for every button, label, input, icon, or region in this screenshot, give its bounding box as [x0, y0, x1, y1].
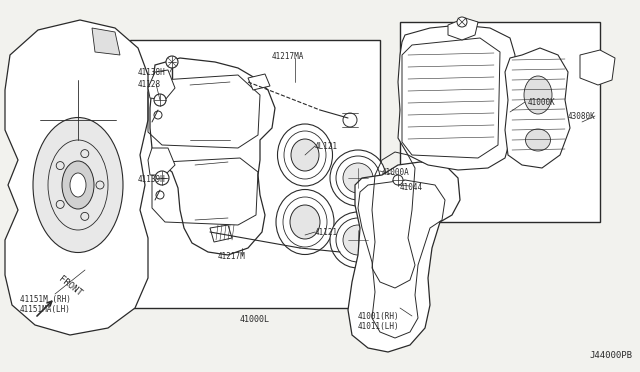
Circle shape — [166, 56, 178, 68]
Ellipse shape — [525, 129, 550, 151]
Text: FRONT: FRONT — [57, 275, 84, 298]
Circle shape — [457, 17, 467, 27]
Polygon shape — [248, 74, 270, 90]
Text: 41044: 41044 — [400, 183, 423, 192]
Text: 41001(RH): 41001(RH) — [358, 312, 399, 321]
Circle shape — [338, 247, 350, 259]
Text: 41139H: 41139H — [138, 175, 166, 184]
Text: 43080K: 43080K — [567, 112, 595, 121]
Ellipse shape — [278, 124, 333, 186]
Polygon shape — [92, 28, 120, 55]
Circle shape — [154, 94, 166, 106]
Ellipse shape — [70, 173, 86, 197]
Polygon shape — [505, 48, 570, 168]
Text: 41000A: 41000A — [382, 168, 410, 177]
Polygon shape — [5, 20, 148, 335]
Polygon shape — [348, 162, 460, 352]
Circle shape — [343, 225, 373, 255]
Text: 41121: 41121 — [315, 228, 338, 237]
Text: 41000K: 41000K — [528, 98, 556, 107]
Text: 41217MA: 41217MA — [272, 52, 304, 61]
Ellipse shape — [276, 189, 334, 254]
Polygon shape — [448, 18, 478, 40]
Bar — [130, 40, 380, 308]
Circle shape — [343, 163, 373, 193]
Text: 41151MA(LH): 41151MA(LH) — [20, 305, 70, 314]
Text: J44000PB: J44000PB — [589, 351, 632, 360]
Circle shape — [343, 113, 357, 127]
Circle shape — [155, 171, 169, 185]
Polygon shape — [210, 225, 232, 242]
Circle shape — [393, 175, 403, 185]
Text: 4L121: 4L121 — [315, 142, 338, 151]
Circle shape — [156, 191, 164, 199]
Text: 41217M: 41217M — [218, 252, 246, 261]
Ellipse shape — [62, 161, 94, 209]
Polygon shape — [398, 25, 515, 170]
Polygon shape — [580, 50, 615, 85]
Bar — [400, 22, 600, 222]
Text: 41128: 41128 — [138, 80, 161, 89]
Ellipse shape — [33, 118, 123, 253]
Circle shape — [154, 111, 162, 119]
Ellipse shape — [291, 139, 319, 171]
Circle shape — [330, 150, 386, 206]
Text: 41011(LH): 41011(LH) — [358, 322, 399, 331]
Ellipse shape — [290, 205, 320, 239]
Polygon shape — [150, 58, 275, 255]
Text: 41138H: 41138H — [138, 68, 166, 77]
Circle shape — [330, 212, 386, 268]
Polygon shape — [148, 148, 175, 175]
Text: 41000L: 41000L — [240, 315, 270, 324]
Ellipse shape — [524, 76, 552, 114]
Text: 41151M (RH): 41151M (RH) — [20, 295, 70, 304]
Polygon shape — [148, 70, 175, 100]
